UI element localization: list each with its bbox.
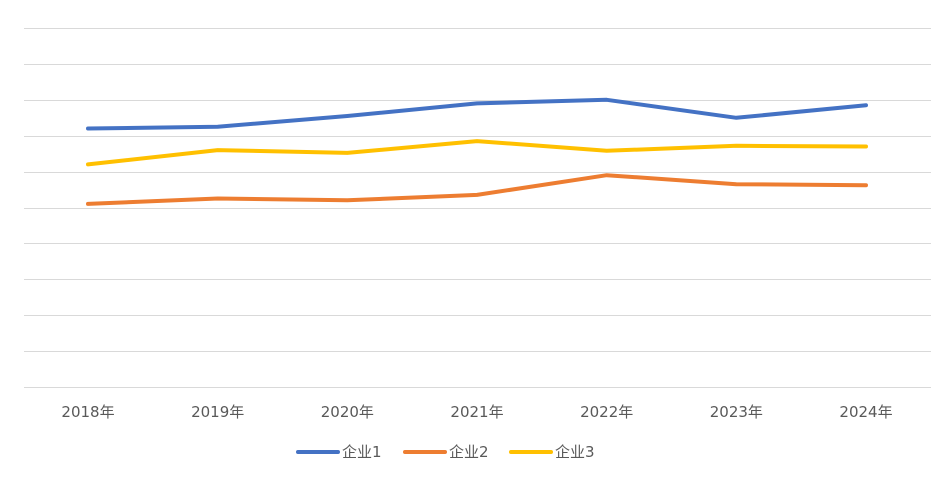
series-line-1 xyxy=(86,97,868,131)
y-gridlines xyxy=(24,28,931,388)
series-line-3 xyxy=(86,139,868,167)
series-line-2 xyxy=(86,173,868,206)
x-tick-label: 2023年 xyxy=(710,403,763,421)
legend: 企业1 企业2 企业3 xyxy=(296,443,595,461)
x-tick-label: 2024年 xyxy=(839,403,892,421)
x-tick-label: 2018年 xyxy=(61,403,114,421)
legend-label-2: 企业2 xyxy=(449,443,489,461)
legend-label-1: 企业1 xyxy=(342,443,382,461)
x-tick-label: 2021年 xyxy=(450,403,503,421)
x-axis-tick-labels: 2018年 2019年 2020年 2021年 2022年 2023年 2024年 xyxy=(61,403,892,421)
x-tick-label: 2022年 xyxy=(580,403,633,421)
x-tick-label: 2020年 xyxy=(321,403,374,421)
x-tick-label: 2019年 xyxy=(191,403,244,421)
series-lines xyxy=(86,97,868,206)
legend-label-3: 企业3 xyxy=(555,443,595,461)
